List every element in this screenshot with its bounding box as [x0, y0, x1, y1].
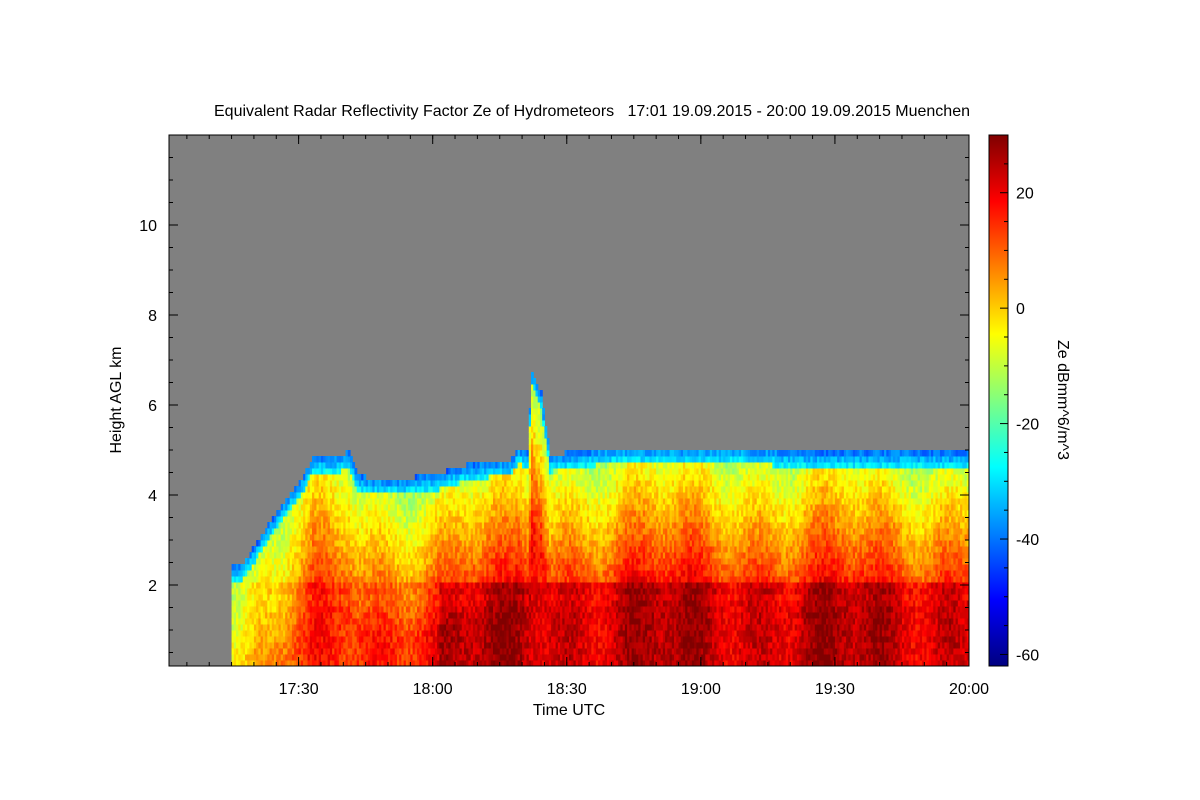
y-tick-label: 6 [148, 398, 157, 415]
x-tick-label: 17:30 [279, 681, 319, 698]
x-tick-label: 19:30 [815, 681, 855, 698]
y-axis: 2 4 6 8 10 [139, 134, 969, 653]
colorbar-tick-label: -40 [1016, 532, 1039, 549]
plot-frame [168, 134, 970, 667]
y-tick-label: 8 [148, 308, 157, 325]
colorbar-label: Ze dBmm^6/m^3 [1054, 340, 1071, 460]
colorbar-tick-label: 0 [1016, 301, 1025, 318]
y-tick-label: 10 [139, 218, 157, 235]
chart-title: Equivalent Radar Reflectivity Factor Ze … [214, 103, 970, 120]
reflectivity-field [231, 372, 969, 666]
colorbar: 20 0 -20 -40 -60 [988, 134, 1039, 667]
x-axis-label: Time UTC [533, 702, 605, 719]
x-tick-label: 19:00 [681, 681, 721, 698]
x-tick-label: 18:00 [413, 681, 453, 698]
y-tick-label: 2 [148, 578, 157, 595]
colorbar-scale [988, 134, 1009, 667]
y-tick-label: 4 [148, 488, 157, 505]
colorbar-tick-label: -20 [1016, 417, 1039, 434]
plot-area [168, 134, 970, 667]
colorbar-tick-label: 20 [1016, 186, 1034, 203]
colorbar-tick-label: -60 [1016, 647, 1039, 664]
x-tick-label: 18:30 [547, 681, 587, 698]
y-axis-label: Height AGL km [108, 346, 125, 453]
x-tick-label: 20:00 [949, 681, 989, 698]
x-axis: 17:30 18:00 18:30 19:00 19:30 20:00 [186, 135, 989, 698]
